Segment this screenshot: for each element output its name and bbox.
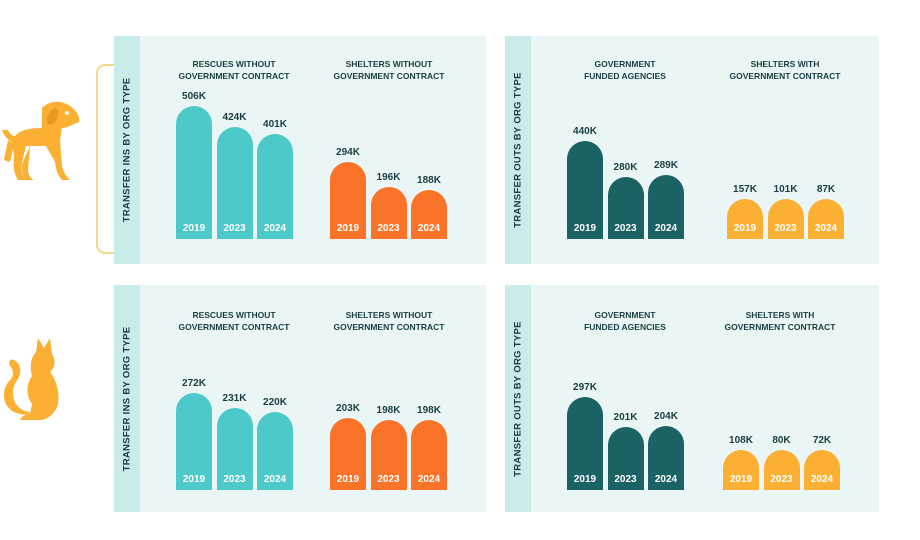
panel-side-strip: [505, 36, 531, 264]
bar: 2024: [648, 426, 684, 490]
bar: 2024: [257, 133, 293, 239]
bar-value-label: 198K: [376, 404, 401, 416]
bar-value-label: 198K: [417, 404, 441, 416]
bar-value-label: 440K: [573, 125, 597, 137]
bar: 2024: [648, 174, 684, 239]
bar: 2024: [411, 189, 447, 239]
panel-side-strip: [114, 36, 140, 264]
bar-value-label: 196K: [376, 172, 401, 184]
bar-year-label: 2019: [573, 473, 597, 485]
bar-year-label: 2023: [770, 474, 793, 485]
group-title: SHELTERS WITH GOVERNMENT CONTRACT: [729, 59, 841, 81]
panel-cat-transfer-ins: TRANSFER INS BY ORG TYPE RESCUES WITHOUT…: [114, 285, 486, 512]
bar-year-label: 2024: [417, 473, 441, 485]
group-title: SHELTERS WITHOUT GOVERNMENT CONTRACT: [333, 59, 445, 81]
panel-side-strip: [505, 285, 531, 512]
bar-year-label: 2023: [614, 473, 637, 485]
panel-cat-transfer-outs: TRANSFER OUTS BY ORG TYPE GOVERNMENT FUN…: [505, 285, 879, 512]
bar-year-label: 2023: [614, 222, 637, 234]
bar-value-label: 203K: [336, 402, 360, 414]
bar-year-label: 2023: [774, 223, 797, 234]
cat-icon: [3, 338, 59, 420]
bar-value-label: 272K: [182, 378, 206, 390]
bar: 2019: [727, 199, 763, 239]
bar-year-label: 2024: [814, 223, 838, 234]
bar-value-label: 297K: [573, 382, 597, 394]
panel-dog-transfer-ins: TRANSFER INS BY ORG TYPE RESCUES WITHOUT…: [114, 36, 486, 264]
bar-year-label: 2024: [810, 474, 834, 485]
bar-value-label: 280K: [613, 161, 638, 173]
panel-side-strip: [114, 285, 140, 512]
bar: 2023: [767, 199, 804, 239]
bar-value-label: 188K: [417, 174, 441, 186]
bar: 2024: [257, 411, 293, 490]
bar-year-label: 2019: [733, 223, 757, 234]
bar-year-label: 2024: [654, 222, 678, 234]
bar: 2019: [567, 140, 603, 239]
bar-year-label: 2024: [263, 473, 287, 485]
bar-year-label: 2024: [263, 222, 287, 234]
bar-value-label: 220K: [263, 396, 287, 408]
bar-year-label: 2023: [377, 473, 400, 485]
bar-value-label: 289K: [654, 159, 678, 171]
bar-year-label: 2023: [223, 473, 246, 485]
panel-side-label: TRANSFER INS BY ORG TYPE: [121, 326, 133, 471]
bar-value-label: 80K: [772, 435, 791, 446]
bar-value-label: 108K: [729, 435, 753, 446]
bar-year-label: 2023: [223, 222, 246, 234]
bar: 2023: [607, 427, 644, 490]
panel-side-label: TRANSFER INS BY ORG TYPE: [121, 77, 133, 223]
bar-value-label: 401K: [263, 118, 287, 130]
group-title: RESCUES WITHOUT GOVERNMENT CONTRACT: [178, 59, 290, 81]
bar-value-label: 424K: [222, 112, 247, 124]
bar-year-label: 2019: [182, 222, 206, 234]
bar: 2019: [330, 161, 366, 239]
group-title: GOVERNMENT FUNDED AGENCIES: [584, 59, 666, 81]
bar: 2024: [804, 450, 840, 490]
group-title: GOVERNMENT FUNDED AGENCIES: [584, 310, 666, 332]
group-title: SHELTERS WITHOUT GOVERNMENT CONTRACT: [333, 310, 445, 332]
panel-side-label: TRANSFER OUTS BY ORG TYPE: [512, 320, 524, 477]
dog-icon: [2, 101, 80, 180]
bar-value-label: 87K: [816, 184, 836, 195]
bar: 2024: [808, 199, 844, 239]
group-title: SHELTERS WITH GOVERNMENT CONTRACT: [724, 310, 836, 332]
bar: 2019: [567, 397, 603, 490]
bar: 2023: [763, 450, 800, 490]
bar-value-label: 201K: [613, 412, 638, 424]
bar: 2019: [176, 105, 212, 239]
group-title: RESCUES WITHOUT GOVERNMENT CONTRACT: [178, 310, 290, 332]
bar-year-label: 2019: [336, 473, 360, 485]
bar-year-label: 2024: [417, 222, 441, 234]
bar: 2023: [370, 419, 407, 490]
bar-year-label: 2023: [377, 222, 400, 234]
bar-year-label: 2024: [654, 473, 678, 485]
bar-value-label: 72K: [812, 435, 832, 446]
panel-side-label: TRANSFER OUTS BY ORG TYPE: [512, 72, 524, 228]
bar: 2023: [370, 187, 407, 239]
bar: 2019: [723, 450, 759, 490]
bar-value-label: 204K: [654, 411, 678, 423]
bar-year-label: 2019: [336, 222, 360, 234]
bar: 2023: [216, 407, 253, 490]
bar-year-label: 2019: [729, 474, 753, 485]
bar-value-label: 157K: [733, 184, 757, 195]
bar: 2023: [607, 176, 644, 239]
bar-value-label: 231K: [222, 392, 247, 404]
bar-value-label: 506K: [182, 90, 206, 102]
bar: 2024: [411, 419, 447, 490]
bar-value-label: 101K: [773, 184, 798, 195]
bar-value-label: 294K: [336, 146, 360, 158]
bar: 2019: [330, 417, 366, 490]
bar: 2023: [216, 127, 253, 239]
bar-year-label: 2019: [182, 473, 206, 485]
bar: 2019: [176, 393, 212, 490]
bar-year-label: 2019: [573, 222, 597, 234]
panel-dog-transfer-outs: TRANSFER OUTS BY ORG TYPE GOVERNMENT FUN…: [505, 36, 879, 264]
